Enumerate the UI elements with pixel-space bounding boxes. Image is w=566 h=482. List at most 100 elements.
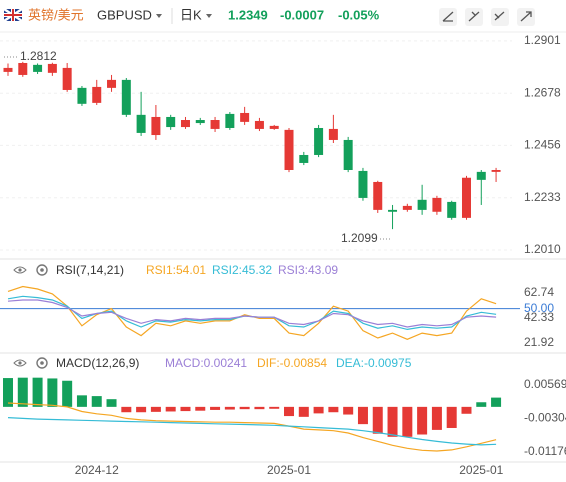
y-tick-label: 1.2901	[524, 33, 561, 47]
candle-body	[240, 112, 250, 122]
settings-icon[interactable]	[36, 357, 48, 369]
candle-body	[210, 120, 220, 129]
candle-body	[314, 127, 324, 155]
eye-icon-pupil	[18, 361, 22, 365]
flag-icon	[3, 7, 23, 23]
macd-bar	[224, 406, 235, 410]
y-tick-label: 1.2678	[524, 85, 561, 99]
candle-body	[77, 87, 87, 104]
candle-body	[373, 181, 383, 210]
candle-body	[33, 64, 43, 72]
macd-bar	[106, 399, 117, 407]
macd-bar	[254, 406, 265, 410]
indicator-title: RSI(7,14,21)	[56, 263, 124, 277]
toolbar	[439, 8, 535, 26]
macd-bar	[476, 402, 487, 407]
candle-body	[47, 63, 57, 73]
dropdown-arrow[interactable]	[156, 14, 162, 18]
y-tick-label: 21.92	[524, 335, 554, 349]
candle-body	[328, 128, 338, 140]
candle-body	[62, 67, 72, 90]
macd-bar	[491, 397, 502, 407]
macd-bar	[328, 406, 339, 413]
period[interactable]: 日K	[180, 7, 202, 22]
settings-icon-center	[40, 268, 44, 272]
macd-bar	[195, 406, 206, 411]
legend-entry: MACD:0.00241	[165, 356, 247, 370]
macd-bar	[239, 406, 250, 410]
x-tick-label: 2025-01	[267, 463, 311, 477]
candle-body	[299, 154, 309, 163]
candle-body	[269, 125, 279, 129]
macd-bar	[357, 406, 368, 425]
indicator-line	[7, 299, 497, 328]
change: -0.0007	[280, 7, 324, 22]
macd-bar	[210, 406, 221, 410]
header: 英镑/美元 GBPUSD 日K 1.2349 -0.0007 -0.05%	[0, 7, 566, 33]
eye-icon-pupil	[18, 268, 22, 272]
symbol[interactable]: GBPUSD	[97, 7, 152, 22]
y-tick-label: 62.74	[524, 285, 554, 299]
high-annotation: 1.2812	[20, 49, 57, 63]
macd-bar	[431, 406, 442, 430]
legend-entry: DEA:-0.00975	[336, 356, 412, 370]
legend-entry: DIF:-0.00854	[257, 356, 327, 370]
macd-bar	[62, 380, 73, 407]
macd-bar	[17, 377, 28, 407]
candle-body	[358, 170, 368, 198]
macd-bar	[417, 406, 428, 435]
candle-body	[461, 177, 471, 218]
y-tick-label: -0.01176	[524, 444, 566, 458]
tool-button[interactable]	[465, 8, 483, 26]
x-tick-label: 2025-01	[459, 463, 503, 477]
macd-bar	[298, 406, 309, 417]
candle-body	[195, 120, 205, 124]
candle-body	[107, 79, 117, 88]
legend-entry: RSI1:54.01	[146, 263, 206, 277]
candle-body	[180, 120, 190, 128]
candle-body	[343, 139, 353, 170]
eye-icon[interactable]	[13, 266, 27, 274]
macd-bar	[269, 406, 280, 409]
candle-body	[92, 86, 102, 103]
candle-body	[225, 113, 235, 128]
tool-button[interactable]	[439, 8, 457, 26]
x-tick-label: 2024-12	[75, 463, 119, 477]
indicator-line	[7, 285, 497, 340]
candle-body	[388, 209, 398, 212]
candle-body	[476, 171, 486, 180]
dropdown-arrow[interactable]	[206, 14, 212, 18]
legend-entry: RSI2:45.32	[212, 263, 272, 277]
candle-body	[151, 116, 161, 136]
macd-bar	[343, 406, 354, 415]
macd-bar	[446, 406, 457, 428]
candle-body	[121, 79, 131, 115]
tool-button[interactable]	[491, 8, 509, 26]
y-tick-label: 0.00569	[524, 377, 566, 391]
macd-bar	[180, 406, 191, 412]
candle-body	[284, 129, 294, 170]
macd-bar	[32, 377, 43, 407]
candle-body	[254, 120, 264, 129]
change-percent: -0.05%	[338, 7, 380, 22]
settings-icon-center	[40, 361, 44, 365]
y-tick-label: -0.00304	[524, 411, 566, 425]
y-tick-label: 1.2233	[524, 190, 561, 204]
macd-bar	[387, 406, 398, 437]
macd-bar	[91, 396, 102, 407]
candle-body	[491, 169, 501, 172]
rsi-legend: RSI(7,14,21) RSI1:54.01 RSI2:45.32 RSI3:…	[13, 263, 338, 277]
pair-name: 英镑/美元	[28, 7, 84, 22]
low-annotation: 1.2099	[341, 231, 378, 245]
candle-body	[18, 62, 28, 75]
candle-body	[447, 201, 457, 218]
candle-body	[166, 116, 176, 128]
tool-button[interactable]	[517, 8, 535, 26]
indicator-title: MACD(12,26,9)	[56, 356, 139, 370]
eye-icon[interactable]	[13, 359, 27, 367]
macd-bar	[76, 395, 87, 407]
macd-bar	[3, 378, 13, 407]
settings-icon[interactable]	[36, 264, 48, 276]
